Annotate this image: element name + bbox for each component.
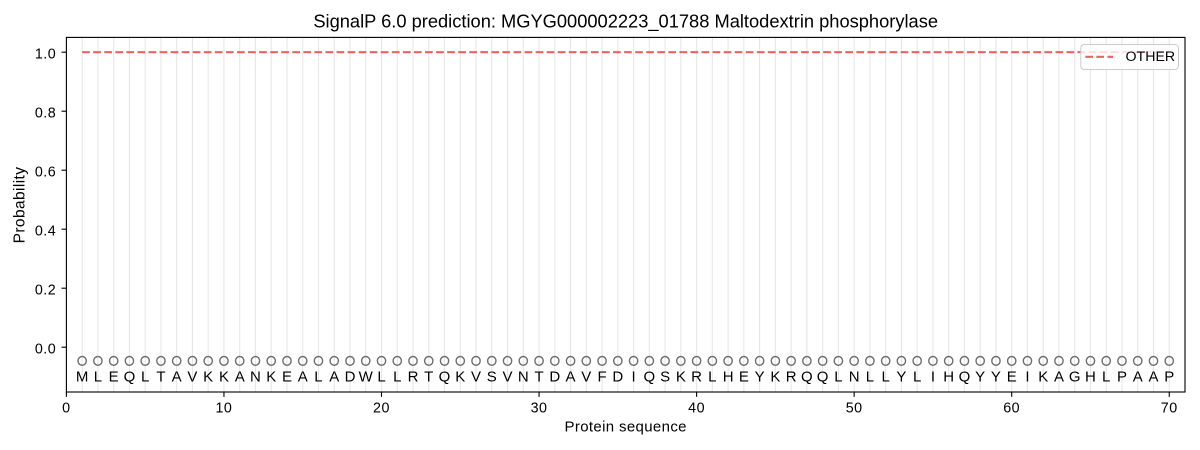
svg-text:L: L [913, 368, 921, 385]
svg-text:A: A [235, 368, 245, 385]
svg-text:E: E [1007, 368, 1017, 385]
svg-text:20: 20 [373, 400, 390, 416]
svg-text:Q: Q [439, 368, 451, 385]
svg-text:OTHER: OTHER [1126, 49, 1176, 65]
svg-text:A: A [172, 368, 182, 385]
svg-text:W: W [359, 368, 374, 385]
svg-text:L: L [141, 368, 149, 385]
svg-text:E: E [282, 368, 292, 385]
svg-text:D: D [549, 368, 560, 385]
svg-text:Probability: Probability [11, 167, 28, 244]
svg-text:K: K [455, 368, 465, 385]
svg-text:I: I [931, 368, 935, 385]
svg-text:N: N [849, 368, 860, 385]
svg-text:V: V [581, 368, 591, 385]
svg-text:D: D [612, 368, 623, 385]
svg-text:1.0: 1.0 [35, 46, 56, 62]
svg-text:G: G [1069, 368, 1081, 385]
svg-text:70: 70 [1161, 400, 1178, 416]
svg-text:V: V [471, 368, 481, 385]
svg-text:N: N [518, 368, 529, 385]
svg-text:T: T [534, 368, 543, 385]
svg-text:SignalP 6.0 prediction: MGYG00: SignalP 6.0 prediction: MGYG000002223_01… [313, 11, 938, 33]
svg-text:Q: Q [801, 368, 813, 385]
svg-text:P: P [1164, 368, 1174, 385]
svg-text:N: N [250, 368, 261, 385]
svg-text:I: I [1025, 368, 1029, 385]
svg-text:K: K [266, 368, 276, 385]
svg-text:Q: Q [817, 368, 829, 385]
svg-text:Y: Y [975, 368, 985, 385]
svg-text:R: R [408, 368, 419, 385]
svg-text:K: K [770, 368, 780, 385]
svg-text:R: R [691, 368, 702, 385]
svg-text:V: V [503, 368, 513, 385]
svg-text:E: E [109, 368, 119, 385]
svg-text:Q: Q [643, 368, 655, 385]
svg-text:0.0: 0.0 [35, 341, 56, 357]
svg-text:A: A [329, 368, 339, 385]
svg-text:L: L [1102, 368, 1110, 385]
svg-text:V: V [187, 368, 197, 385]
svg-text:Y: Y [991, 368, 1001, 385]
svg-text:S: S [487, 368, 497, 385]
svg-text:L: L [314, 368, 322, 385]
svg-text:E: E [739, 368, 749, 385]
svg-text:K: K [219, 368, 229, 385]
svg-text:A: A [566, 368, 576, 385]
svg-text:I: I [631, 368, 635, 385]
svg-text:K: K [203, 368, 213, 385]
svg-text:50: 50 [846, 400, 863, 416]
svg-text:60: 60 [1003, 400, 1020, 416]
svg-text:S: S [660, 368, 670, 385]
svg-text:A: A [1148, 368, 1158, 385]
svg-text:Q: Q [959, 368, 971, 385]
svg-text:Y: Y [896, 368, 906, 385]
svg-text:Q: Q [124, 368, 136, 385]
svg-text:L: L [881, 368, 889, 385]
svg-text:L: L [866, 368, 874, 385]
svg-text:30: 30 [531, 400, 548, 416]
svg-text:A: A [1054, 368, 1064, 385]
svg-text:R: R [786, 368, 797, 385]
svg-text:P: P [1117, 368, 1127, 385]
svg-text:L: L [94, 368, 102, 385]
svg-text:A: A [1133, 368, 1143, 385]
svg-text:L: L [834, 368, 842, 385]
svg-text:T: T [424, 368, 433, 385]
svg-text:H: H [943, 368, 954, 385]
svg-text:D: D [345, 368, 356, 385]
svg-text:10: 10 [215, 400, 232, 416]
svg-text:T: T [156, 368, 165, 385]
svg-text:0.6: 0.6 [35, 164, 56, 180]
svg-text:Protein sequence: Protein sequence [565, 419, 687, 436]
svg-text:0.8: 0.8 [35, 105, 56, 121]
svg-text:L: L [708, 368, 716, 385]
svg-text:H: H [723, 368, 734, 385]
svg-text:K: K [1038, 368, 1048, 385]
svg-text:40: 40 [688, 400, 705, 416]
svg-text:L: L [377, 368, 385, 385]
svg-text:K: K [676, 368, 686, 385]
svg-text:A: A [298, 368, 308, 385]
svg-text:L: L [393, 368, 401, 385]
svg-text:0.4: 0.4 [35, 223, 56, 239]
svg-text:M: M [76, 368, 89, 385]
svg-text:0.2: 0.2 [35, 282, 56, 298]
svg-text:0: 0 [62, 400, 70, 416]
svg-text:Y: Y [755, 368, 765, 385]
svg-text:F: F [597, 368, 606, 385]
svg-text:H: H [1085, 368, 1096, 385]
